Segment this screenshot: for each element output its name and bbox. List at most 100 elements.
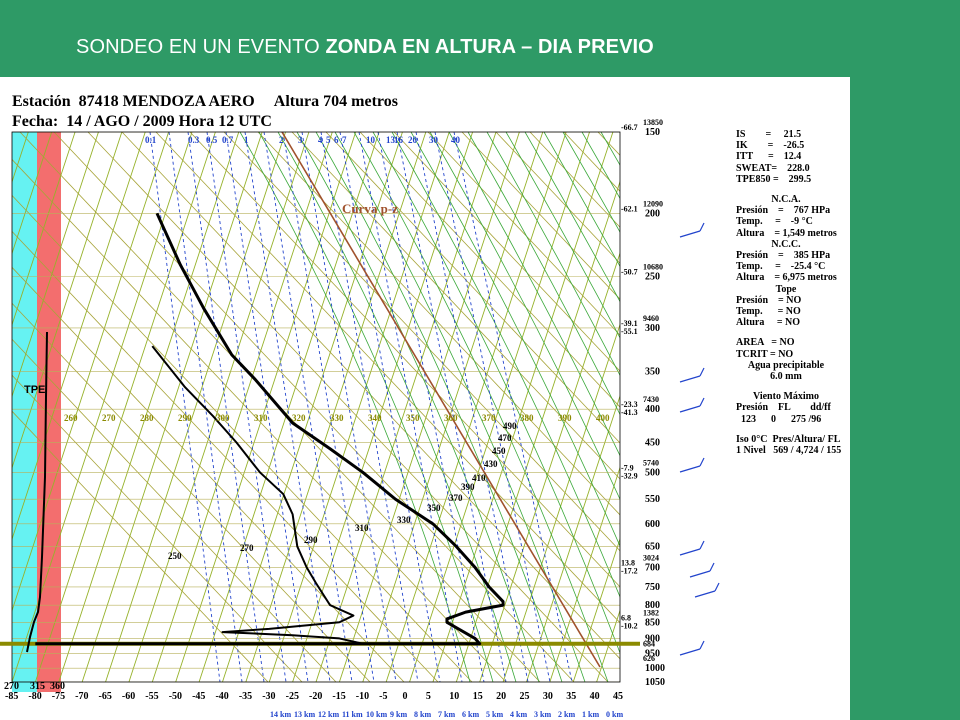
isotherm bbox=[362, 132, 544, 682]
mixing-ratio-label: 0.7 bbox=[222, 135, 234, 145]
level-height: 7430 bbox=[643, 395, 659, 404]
theta-label: 360 bbox=[444, 413, 458, 423]
pressure-tick-label: 1050 bbox=[645, 677, 665, 688]
theta-e-label: 330 bbox=[397, 515, 411, 525]
x-tick-label: 25 bbox=[519, 691, 529, 702]
wind-barb-feather bbox=[699, 367, 705, 377]
theta-label: 370 bbox=[482, 413, 496, 423]
diagram-lines bbox=[12, 132, 620, 682]
moist-adiabat bbox=[429, 132, 620, 501]
theta-label: 260 bbox=[64, 413, 78, 423]
isotherm bbox=[502, 323, 620, 682]
mixing-ratio-label: 20 bbox=[408, 135, 418, 145]
pressure-tick-label: 800 bbox=[645, 600, 660, 611]
pressure-tick-label: 850 bbox=[645, 617, 660, 628]
tpe-curve bbox=[26, 331, 48, 653]
wind-barb bbox=[679, 648, 701, 656]
tope-pressure: Presión = NO bbox=[736, 294, 802, 306]
dry-adiabat bbox=[12, 194, 473, 682]
dry-adiabat bbox=[12, 158, 507, 682]
theta-e-label: 370 bbox=[449, 493, 463, 503]
isotherm bbox=[455, 180, 620, 682]
dry-adiabat bbox=[257, 132, 620, 516]
isotherm bbox=[198, 132, 380, 682]
mixing-ratio-line bbox=[434, 132, 551, 682]
isotherm bbox=[34, 132, 216, 682]
area-value: AREA = NO bbox=[736, 337, 795, 349]
theta-label: 340 bbox=[368, 413, 382, 423]
isotherm bbox=[12, 132, 99, 398]
moist-adiabat bbox=[410, 132, 620, 547]
km-label: 13 km bbox=[294, 710, 315, 719]
level-temperature: -7.9 bbox=[621, 463, 634, 472]
level-height: 10680 bbox=[643, 262, 663, 271]
level-height: 9460 bbox=[643, 314, 659, 323]
x-tick-label: -45 bbox=[192, 691, 205, 702]
dry-adiabat bbox=[359, 132, 620, 408]
tope-temperature: Temp. = NO bbox=[736, 306, 801, 318]
theta-label: 270 bbox=[102, 413, 116, 423]
dry-adiabat bbox=[53, 132, 575, 682]
level-dewpoint: -32.9 bbox=[621, 471, 638, 480]
isotherm bbox=[292, 132, 474, 682]
moist-adiabat bbox=[486, 132, 620, 377]
dry-adiabat bbox=[427, 132, 620, 336]
x-tick-label: -5 bbox=[379, 691, 387, 702]
theta-e-label: 430 bbox=[484, 459, 498, 469]
x-tick-label: -60 bbox=[122, 691, 135, 702]
x-tick-label: 45 bbox=[613, 691, 623, 702]
moist-adiabat bbox=[467, 132, 620, 416]
theta-e-label: 410 bbox=[472, 473, 486, 483]
index-ik: IK = -26.5 bbox=[736, 140, 805, 152]
x-tick-label: 30 bbox=[543, 691, 553, 702]
x-tick-label: -15 bbox=[332, 691, 345, 702]
dry-adiabat bbox=[325, 132, 620, 444]
index-sweat: SWEAT= 228.0 bbox=[736, 162, 810, 174]
level-height: 3024 bbox=[643, 553, 659, 562]
km-label: 0 km bbox=[606, 710, 623, 719]
wind-barb-feather bbox=[699, 457, 705, 467]
km-label: 6 km bbox=[462, 710, 479, 719]
isotherm bbox=[409, 132, 590, 682]
level-dewpoint: -55.1 bbox=[621, 327, 638, 336]
x-tick-label: -75 bbox=[52, 691, 65, 702]
x-tick-label: -20 bbox=[309, 691, 322, 702]
theta-label: 380 bbox=[520, 413, 534, 423]
index-tpe850: TPE850 = 299.5 bbox=[736, 173, 812, 185]
pressure-tick-label: 650 bbox=[645, 541, 660, 552]
moist-adiabat bbox=[372, 132, 620, 654]
moist-adiabat bbox=[543, 132, 620, 268]
isotherm bbox=[151, 132, 333, 682]
mixing-ratio-label: 2 bbox=[279, 135, 284, 145]
indices-panel: IS = 21.5 IK = -26.5 ITT = 12.4 SWEAT= 2… bbox=[736, 129, 850, 456]
level-height: 12090 bbox=[643, 199, 663, 208]
dry-adiabat bbox=[12, 410, 269, 682]
wind-barb bbox=[679, 405, 701, 413]
x-tick-label: -65 bbox=[99, 691, 112, 702]
mixing-ratio-line bbox=[263, 132, 353, 682]
wind-barb-feather bbox=[699, 640, 705, 650]
pressure-tick-label: 250 bbox=[645, 271, 660, 282]
dry-adiabat bbox=[529, 132, 620, 228]
wind-barb-feather bbox=[699, 222, 705, 232]
theta-label: 350 bbox=[406, 413, 420, 423]
mixing-ratio-label: 0.5 bbox=[206, 135, 218, 145]
theta-label: 320 bbox=[292, 413, 306, 423]
precipitable-water-title: Agua precipitable bbox=[747, 359, 825, 371]
km-label: 1 km bbox=[582, 710, 599, 719]
isotherm bbox=[549, 466, 620, 682]
x-tick-label: -70 bbox=[75, 691, 88, 702]
moist-adiabat bbox=[448, 132, 620, 457]
level-dewpoint: -10.2 bbox=[621, 621, 638, 630]
dry-adiabat bbox=[393, 132, 620, 372]
theta-e-label: 350 bbox=[427, 503, 441, 513]
x-extra-label: 360 bbox=[50, 681, 65, 692]
mixing-ratio-label: 0.1 bbox=[145, 135, 157, 145]
dry-adiabat bbox=[223, 132, 620, 552]
slide-title-plain: SONDEO EN UN EVENTO bbox=[76, 36, 326, 58]
tcrit-value: TCRIT = NO bbox=[736, 348, 794, 360]
ncc-altitude: Altura = 6,975 metros bbox=[736, 272, 837, 284]
nca-title: N.C.A. bbox=[771, 194, 801, 206]
x-tick-label: -35 bbox=[239, 691, 252, 702]
